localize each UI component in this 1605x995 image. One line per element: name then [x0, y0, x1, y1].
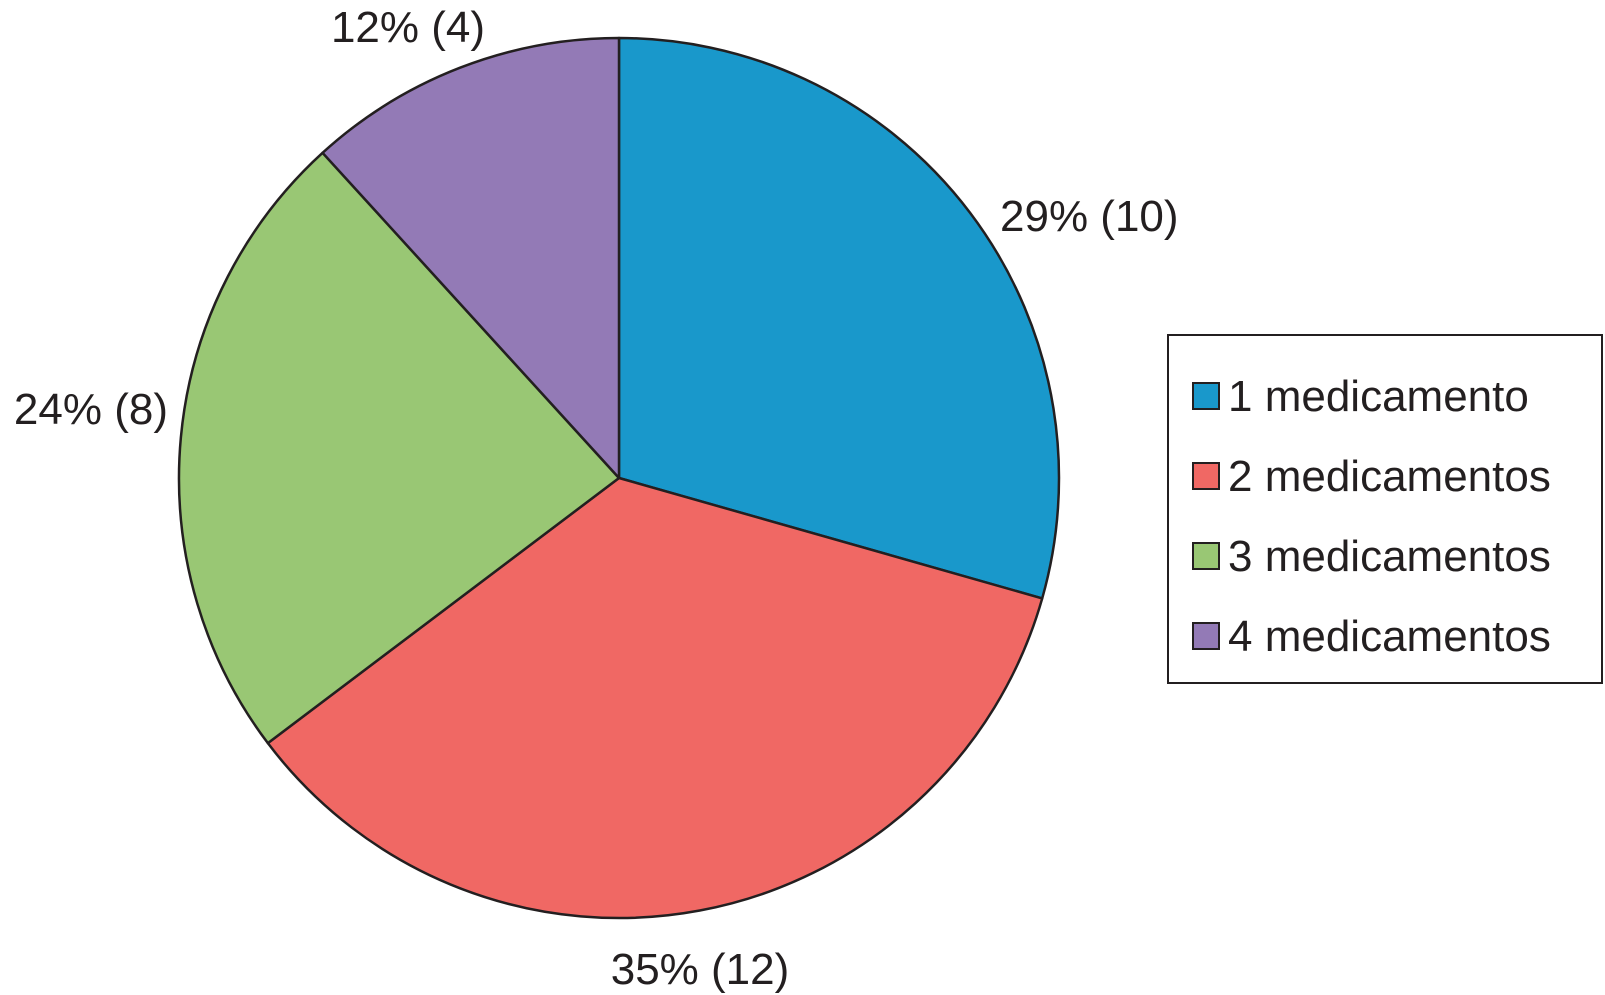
legend-label-3: 3 medicamentos: [1228, 532, 1551, 581]
legend-swatch-3: [1192, 542, 1220, 570]
legend-label-1: 1 medicamento: [1228, 372, 1529, 421]
legend-label-4: 4 medicamentos: [1228, 612, 1551, 661]
legend-swatch-4: [1192, 622, 1220, 650]
slice-label-1: 29% (10): [1000, 192, 1179, 241]
pie-slice-2: [266, 476, 1044, 920]
slice-label-3: 24% (8): [14, 385, 168, 434]
legend: 1 medicamento 2 medicamentos 3 medicamen…: [1167, 334, 1603, 684]
slice-labels: 29% (10) 35% (12) 24% (8) 12% (4): [14, 3, 1179, 994]
legend-box: [1167, 334, 1603, 684]
slice-label-4: 12% (4): [331, 3, 485, 52]
pie-slice-1: [617, 36, 1061, 600]
pie-slice-3: [177, 151, 621, 745]
pie-slice-4: [321, 36, 621, 480]
legend-label-2: 2 medicamentos: [1228, 452, 1551, 501]
slice-label-2: 35% (12): [611, 945, 790, 994]
legend-swatch-2: [1192, 462, 1220, 490]
pie-slices: [177, 36, 1061, 920]
legend-swatch-1: [1192, 382, 1220, 410]
